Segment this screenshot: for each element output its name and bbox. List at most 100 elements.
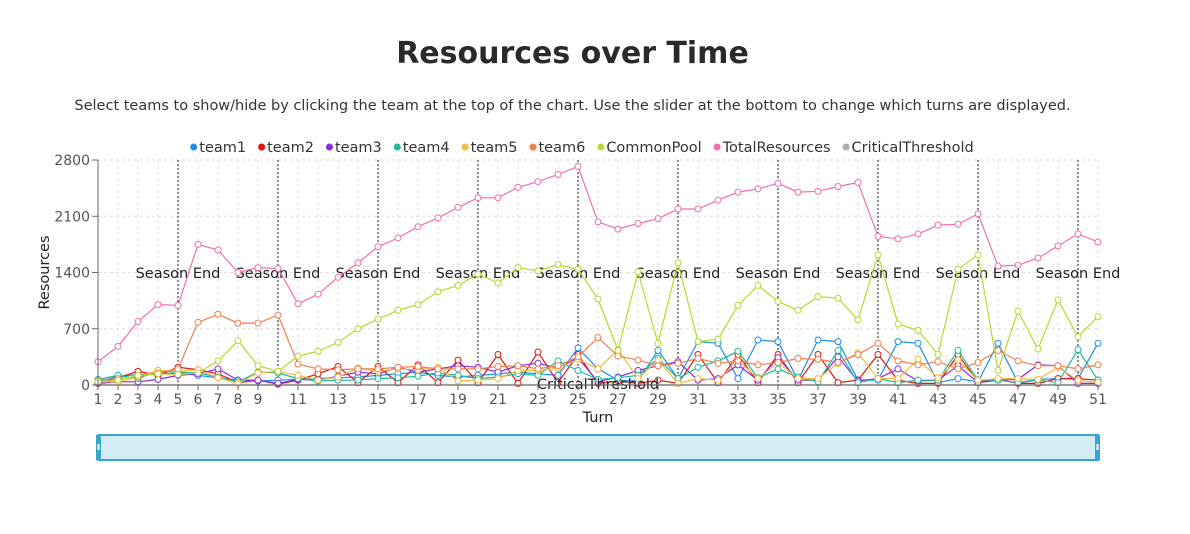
data-point [754,361,762,369]
x-tick: 17 [409,385,427,408]
y-tick-label: 2100 [54,209,90,225]
data-point [254,369,262,377]
data-point [774,359,782,366]
data-point [874,350,882,358]
data-point [654,339,662,347]
legend-swatch [713,143,721,151]
y-tick: 1400 [54,266,98,282]
turn-range-slider[interactable] [96,434,1100,461]
x-tick-label: 27 [609,392,627,408]
legend-swatch [461,143,469,151]
legend-item-team5[interactable]: team5 [461,140,518,156]
data-point [114,376,122,384]
data-point [934,350,942,358]
data-point [514,264,522,272]
data-point [214,246,222,254]
data-point [754,375,762,383]
legend-item-team3[interactable]: team3 [325,140,382,156]
x-tick: 31 [689,385,707,408]
data-point [834,183,842,191]
data-point [734,375,742,383]
data-point [474,270,482,278]
data-point [714,376,722,384]
legend-item-commonpool[interactable]: CommonPool [597,140,702,156]
data-point [494,194,502,202]
season-end-label: Season End [336,266,421,282]
x-tick-label: 9 [254,392,263,408]
data-point [434,365,442,373]
x-tick-label: 45 [969,392,987,408]
y-tick: 2800 [54,153,98,169]
legend-item-team1[interactable]: team1 [190,140,246,156]
data-point [1074,230,1082,238]
x-tick: 35 [769,385,787,408]
data-point [774,338,782,346]
season-end-label: Season End [736,266,821,282]
legend-item-criticalthreshold[interactable]: CriticalThreshold [842,140,974,156]
data-point [334,273,342,281]
data-point [294,360,302,368]
data-point [734,301,742,309]
data-point [454,203,462,211]
data-point [934,374,942,382]
data-point [654,346,662,354]
data-point [454,371,462,379]
slider-track[interactable] [97,434,1099,461]
data-point [834,338,842,346]
data-point [574,353,582,361]
season-end-label: Season End [536,266,621,282]
data-point [694,375,702,383]
legend-item-totalresources[interactable]: TotalResources [713,140,831,156]
x-tick-label: 47 [1009,392,1027,408]
y-axis-title: Resources [37,235,53,309]
data-point [594,295,602,303]
x-tick-label: 37 [809,392,827,408]
season-end-label: Season End [636,266,721,282]
data-point [494,279,502,287]
data-point [554,362,562,370]
data-point [954,365,962,373]
chart-legend[interactable]: team1 team2 team3 team4 team5 team6 CommonPool… [190,140,974,156]
data-point [734,357,742,365]
data-point [254,376,262,384]
x-tick-label: 41 [889,392,907,408]
data-point [634,356,642,364]
data-point [594,365,602,373]
data-point [234,319,242,327]
data-point [1094,238,1102,246]
data-point [694,205,702,213]
legend-item-team4[interactable]: team4 [393,140,450,156]
data-point [434,214,442,222]
data-point [914,339,922,347]
legend-item-team2[interactable]: team2 [258,140,314,156]
x-tick: 6 [194,385,203,408]
x-tick: 23 [529,385,547,408]
data-point [174,301,182,309]
legend-item-team6[interactable]: team6 [529,140,585,156]
x-tick: 13 [329,385,347,408]
data-point [194,318,202,326]
data-point [534,348,542,356]
y-tick-label: 0 [81,378,90,394]
x-tick-label: 3 [134,392,143,408]
data-point [874,251,882,259]
data-point [954,346,962,354]
data-point [574,367,582,375]
data-point [914,326,922,334]
page-subtitle: Select teams to show/hide by clicking th… [74,98,1071,114]
x-tick: 15 [369,385,387,408]
data-point [954,265,962,273]
data-point [334,338,342,346]
data-point [594,334,602,342]
data-point [134,371,142,379]
data-point [774,179,782,187]
data-point [454,281,462,289]
data-point [234,269,242,276]
x-tick-label: 7 [214,392,223,408]
data-point [534,178,542,186]
series-totalresources [94,162,1102,366]
data-point [694,363,702,371]
legend-swatch [597,143,605,151]
x-tick: 9 [254,385,263,408]
y-tick-label: 700 [63,322,90,338]
